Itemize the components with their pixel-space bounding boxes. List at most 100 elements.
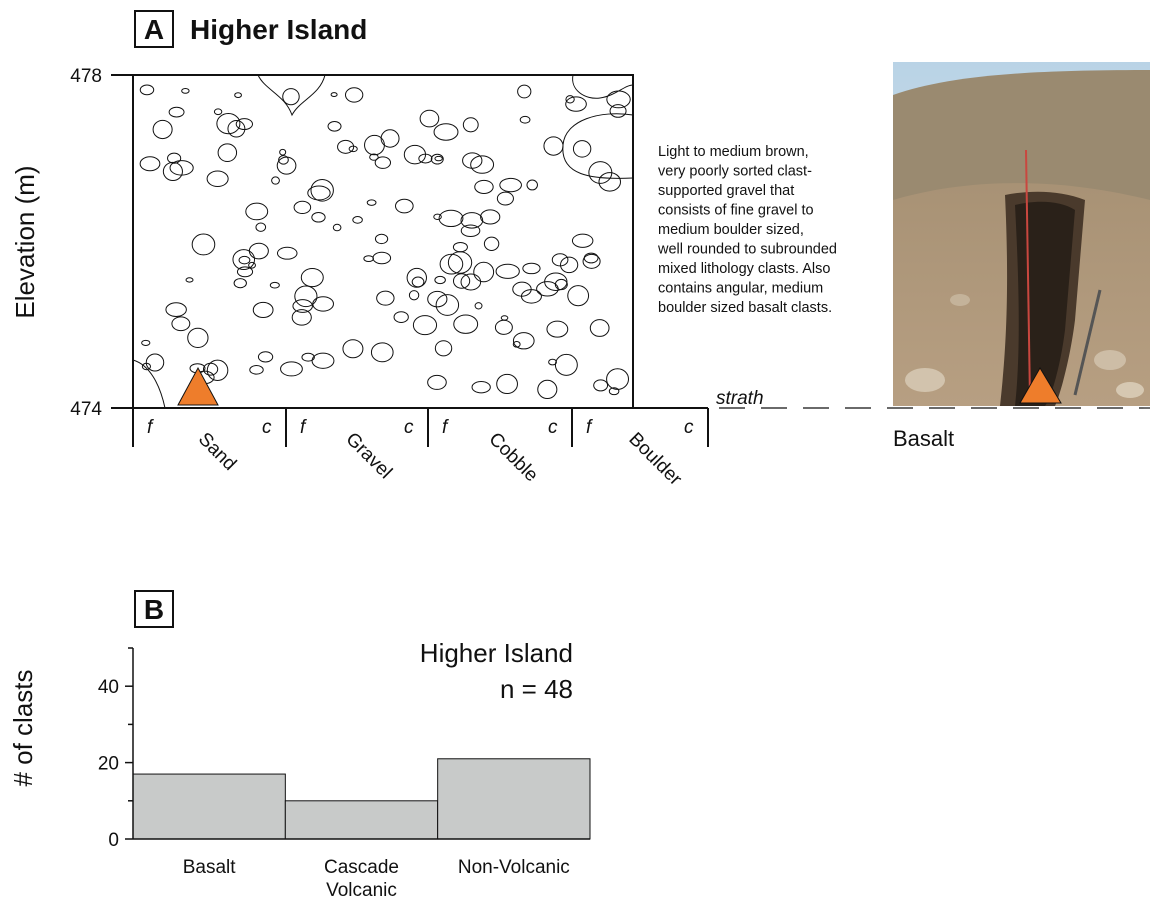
clast [475, 180, 493, 193]
panel-label: A [144, 14, 164, 45]
strath-label: strath [716, 388, 764, 409]
clast [572, 234, 592, 247]
coarse-label: c [404, 417, 414, 438]
description-line: supported gravel that [658, 183, 794, 199]
field-photo [893, 62, 1150, 406]
clast [434, 124, 458, 140]
clast [313, 297, 334, 311]
clast [428, 291, 447, 306]
clast [461, 213, 483, 228]
clast-outline [133, 360, 165, 408]
clast [475, 303, 482, 309]
panel-title: Higher Island [190, 14, 367, 45]
clast [538, 380, 557, 398]
clast [566, 97, 587, 111]
clast [435, 341, 451, 356]
clast [218, 144, 236, 162]
clast [277, 247, 297, 259]
clast [214, 109, 221, 115]
clast-outline [573, 75, 633, 98]
x-tick-label: Basalt [159, 856, 259, 879]
description-line: mixed lithology clasts. Also [658, 261, 830, 277]
clast [250, 366, 263, 375]
clast [256, 223, 266, 231]
clast [544, 137, 563, 155]
clast [258, 352, 272, 362]
clast [168, 153, 181, 163]
clast [407, 268, 426, 287]
figure: A Higher Island Elevation (m) fcSandfcGr… [0, 0, 1159, 907]
bar [438, 759, 590, 839]
clast [420, 110, 439, 127]
clast [497, 192, 513, 205]
clast [182, 89, 189, 94]
grain-class-label: Gravel [341, 429, 395, 483]
clast [561, 257, 578, 272]
description-line: medium boulder sized, [658, 222, 804, 238]
clast [169, 107, 184, 117]
coarse-label: c [262, 417, 272, 438]
bar [133, 774, 285, 839]
y-tick-label: 474 [70, 399, 102, 420]
clast [513, 333, 534, 349]
clast [140, 85, 153, 95]
clast [277, 157, 296, 174]
x-tick-label: Cascade Volcanic [312, 856, 412, 902]
clast [343, 340, 363, 358]
clast [501, 316, 508, 320]
clast [599, 173, 621, 192]
clast [594, 380, 608, 391]
clast [463, 118, 478, 132]
description-line: contains angular, medium [658, 281, 823, 297]
bar [285, 801, 437, 839]
clast [409, 291, 418, 300]
bedrock-label: Basalt [893, 426, 954, 451]
y-tick-label: 478 [70, 66, 102, 87]
clast [186, 278, 193, 282]
annotation: n = 48 [500, 674, 573, 704]
description-line: very poorly sorted clast- [658, 164, 812, 180]
clast [568, 286, 589, 306]
clast [311, 179, 333, 201]
clast [500, 178, 522, 191]
clast [345, 88, 362, 102]
clast [333, 224, 341, 231]
clast [142, 340, 150, 345]
y-tick-label: 0 [108, 830, 119, 851]
description-line: boulder sized basalt clasts. [658, 300, 832, 316]
clast [146, 354, 163, 371]
clast [163, 162, 182, 180]
clast [140, 157, 160, 171]
description: Light to medium brown,very poorly sorted… [657, 144, 837, 316]
clast [590, 320, 609, 337]
clast [312, 213, 325, 222]
clast [375, 234, 387, 243]
clast [246, 203, 268, 220]
clast [607, 369, 629, 390]
clast [481, 210, 500, 224]
clast [428, 375, 447, 389]
clast [454, 315, 478, 333]
grain-class-label: Cobble [484, 429, 541, 486]
clast [497, 374, 518, 393]
figure-canvas: A Higher Island Elevation (m) fcSandfcGr… [0, 0, 1159, 907]
clast [547, 321, 568, 337]
clast [328, 122, 341, 132]
clast [523, 263, 540, 273]
clast [377, 291, 394, 305]
clast [555, 279, 567, 289]
grain-scale: fcSandfcGravelfcCobblefcBoulder [133, 408, 708, 490]
clast [235, 93, 242, 98]
clast [301, 269, 323, 287]
clast [518, 85, 531, 98]
clast [353, 217, 363, 224]
clast [331, 93, 337, 97]
panel-label: B [144, 594, 164, 625]
clasts [140, 85, 630, 399]
fine-label: f [586, 417, 593, 438]
clast [367, 200, 376, 205]
clast [364, 256, 374, 262]
clast [375, 157, 390, 169]
coarse-label: c [684, 417, 694, 438]
clast [573, 141, 590, 157]
